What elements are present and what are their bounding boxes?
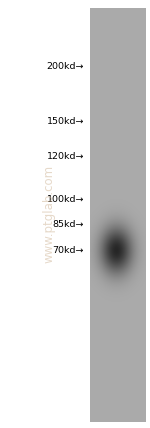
Text: www.ptglab.com: www.ptglab.com	[43, 165, 56, 263]
Text: 200kd→: 200kd→	[46, 62, 84, 71]
Text: 150kd→: 150kd→	[46, 117, 84, 127]
Text: 70kd→: 70kd→	[52, 246, 84, 255]
Text: 120kd→: 120kd→	[46, 152, 84, 161]
Text: 85kd→: 85kd→	[52, 220, 84, 229]
Text: 100kd→: 100kd→	[46, 194, 84, 204]
